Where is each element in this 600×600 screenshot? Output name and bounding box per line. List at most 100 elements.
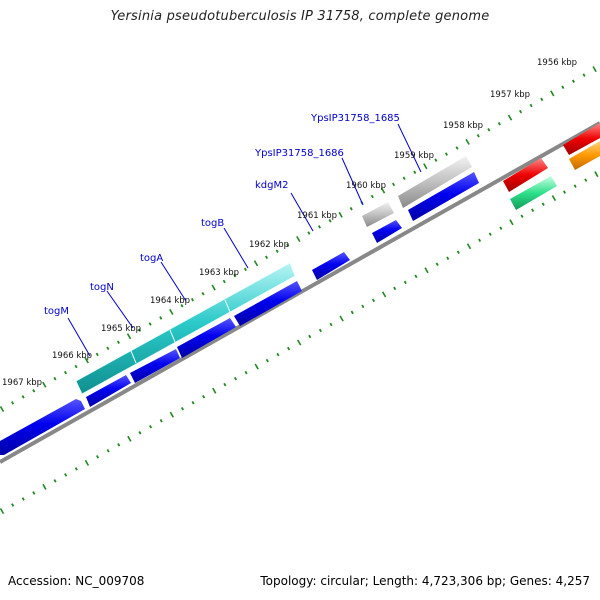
- scale-tick-minor: [531, 208, 535, 212]
- scale-tick-minor: [434, 158, 438, 162]
- scale-tick-major: [550, 90, 555, 97]
- scale-tick-major: [551, 195, 557, 202]
- scale-tick-major: [0, 508, 5, 514]
- genome-stats-text: Topology: circular; Length: 4,723,306 bp…: [260, 574, 590, 588]
- scale-tick-minor: [584, 178, 588, 182]
- scale-label: 1961 kbp: [297, 211, 337, 221]
- gene-leader-lines: [67, 123, 422, 357]
- scale-tick-minor: [446, 256, 450, 261]
- scale-tick-major: [296, 236, 301, 242]
- gene-label: togB: [201, 218, 224, 229]
- gene-label: togA: [140, 253, 163, 264]
- scale-tick-major: [253, 260, 259, 267]
- scale-tick-major: [211, 284, 216, 291]
- scale-tick-minor: [519, 109, 523, 114]
- scale-tick-minor: [392, 182, 396, 187]
- cds-feature: [86, 375, 131, 407]
- scale-tick-major: [381, 291, 387, 298]
- gene-label: YpsIP31758_1686: [254, 148, 344, 159]
- scale-tick-minor: [11, 401, 15, 405]
- scale-tick-major: [594, 171, 599, 178]
- scale-tick-major: [126, 333, 132, 340]
- scale-tick-minor: [148, 322, 152, 326]
- scale-tick-minor: [190, 297, 194, 302]
- scale-tick-major: [0, 406, 5, 412]
- scale-tick-minor: [96, 455, 100, 459]
- gene-label: YpsIP31758_1685: [310, 113, 400, 124]
- leader-line: [290, 192, 314, 232]
- scale-tick-minor: [201, 291, 205, 296]
- scale-tick-minor: [74, 467, 78, 471]
- scale-tick-minor: [499, 226, 503, 230]
- cds-feature: [234, 281, 302, 326]
- red-feature: [563, 123, 600, 155]
- red-feature: [503, 158, 548, 192]
- scale-tick-minor: [497, 121, 501, 126]
- leader-line: [160, 261, 187, 302]
- scale-tick-minor: [138, 431, 142, 435]
- operon-divider: [130, 350, 137, 364]
- gene-labels: YpsIP31758_1685 YpsIP31758_1686 kdgM2 to…: [44, 113, 400, 317]
- orange-feature: [569, 141, 600, 170]
- scale-tick-major: [338, 211, 343, 218]
- scale-tick-minor: [53, 376, 57, 381]
- scale-tick-major: [380, 187, 386, 194]
- scale-tick-minor: [487, 128, 491, 132]
- operon-divider: [169, 329, 176, 343]
- scale-tick-minor: [32, 491, 36, 495]
- scale-tick-minor: [371, 298, 375, 303]
- scale-tick-minor: [95, 352, 99, 357]
- cds-feature: [0, 399, 85, 455]
- scale-tick-minor: [318, 328, 322, 333]
- outer-scale-ticks: [0, 66, 597, 412]
- scale-tick-minor: [276, 352, 280, 357]
- scale-tick-major: [465, 138, 470, 145]
- inner-scale-ticks: [0, 171, 599, 514]
- cds-feature: [312, 252, 350, 280]
- scale-tick-minor: [11, 503, 15, 507]
- green-feature: [510, 176, 557, 210]
- scale-tick-minor: [138, 328, 142, 332]
- scale-labels: 1956 kbp 1957 kbp 1958 kbp 1959 kbp 1960…: [2, 58, 577, 388]
- scale-label: 1956 kbp: [537, 58, 577, 68]
- scale-tick-minor: [286, 243, 290, 247]
- scale-tick-major: [592, 66, 597, 73]
- scale-tick-major: [297, 339, 302, 346]
- scale-tick-minor: [529, 103, 533, 108]
- scale-tick-minor: [234, 376, 237, 381]
- scale-tick-minor: [265, 358, 269, 363]
- cds-feature: [372, 220, 402, 243]
- leader-line: [106, 290, 134, 329]
- scale-tick-minor: [21, 497, 25, 501]
- leader-line: [223, 227, 249, 269]
- scale-tick-major: [169, 411, 174, 418]
- gene-label: togN: [90, 282, 114, 293]
- scale-tick-minor: [350, 310, 354, 315]
- scale-tick-minor: [307, 231, 311, 235]
- scale-tick-minor: [244, 370, 248, 375]
- scale-tick-minor: [106, 449, 110, 453]
- scale-tick-minor: [265, 255, 269, 260]
- scale-label: 1964 kbp: [150, 296, 190, 306]
- scale-label: 1958 kbp: [443, 121, 483, 131]
- accession-text: Accession: NC_009708: [8, 574, 145, 588]
- scale-tick-minor: [317, 225, 321, 229]
- scale-tick-minor: [64, 370, 67, 375]
- scale-tick-minor: [106, 346, 110, 351]
- scale-tick-minor: [64, 473, 68, 477]
- scale-tick-minor: [361, 304, 365, 309]
- scale-tick-minor: [370, 194, 374, 199]
- gene-label: togM: [44, 306, 69, 317]
- scale-tick-minor: [329, 322, 333, 327]
- operon-divider: [224, 299, 231, 313]
- scale-tick-minor: [402, 176, 406, 181]
- scale-tick-minor: [32, 389, 36, 393]
- scale-tick-minor: [582, 73, 586, 77]
- scale-tick-minor: [393, 286, 397, 291]
- scale-tick-major: [212, 387, 217, 394]
- scale-tick-minor: [202, 394, 206, 399]
- scale-tick-minor: [478, 238, 482, 243]
- scale-tick-minor: [159, 316, 163, 320]
- backbone-line: [0, 121, 600, 464]
- leader-line: [67, 317, 91, 357]
